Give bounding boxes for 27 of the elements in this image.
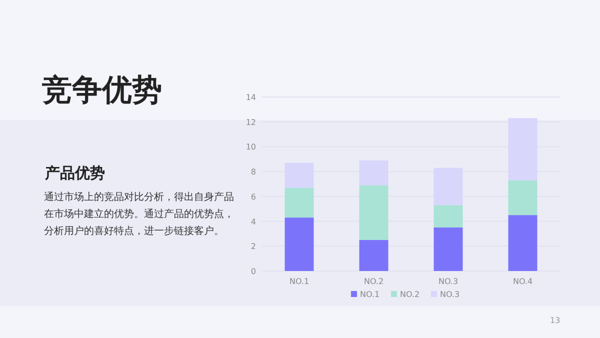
bar (508, 180, 538, 216)
bar (359, 185, 388, 240)
bar (434, 228, 463, 271)
y-tick-label: 14 (246, 93, 256, 102)
bar (359, 240, 388, 271)
x-tick-label: NO.3 (438, 277, 458, 286)
chart-title: 竞争优势 (42, 72, 162, 110)
bar (434, 205, 463, 228)
x-tick-label: NO.4 (512, 277, 533, 286)
legend-label: NO.1 (360, 290, 380, 299)
text: 通过市场上的竞品对比分析，得出自身产品在市场中建立的优势。通过产品的优势点，分析用户的喜好特点，进一步链接客户。 (44, 190, 234, 239)
y-tick-label: 4 (250, 217, 256, 226)
legend-label: NO.2 (400, 290, 420, 299)
x-tick-label: NO.2 (364, 277, 384, 286)
text: 产品优势 (45, 164, 105, 183)
bar (284, 218, 314, 271)
y-tick-label: 12 (246, 118, 256, 127)
y-tick-label: 6 (250, 192, 256, 202)
y-tick-label: 8 (250, 168, 256, 177)
bar (284, 188, 314, 218)
y-tick-label: 10 (246, 142, 256, 152)
x-tick-label: NO.1 (289, 277, 310, 286)
legend-label: NO.3 (440, 290, 460, 299)
text: 13 (550, 316, 560, 325)
y-tick-label: 2 (250, 242, 256, 252)
y-tick-label: 0 (250, 267, 256, 276)
bar (508, 215, 538, 271)
